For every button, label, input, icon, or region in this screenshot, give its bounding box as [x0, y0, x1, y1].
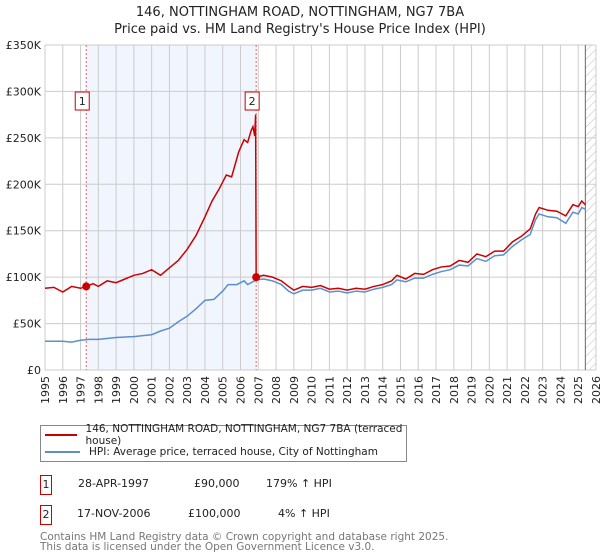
- y-tick-label: £300K: [6, 85, 42, 98]
- sale-label: 2: [249, 95, 256, 108]
- footer-line: Contains HM Land Registry data © Crown c…: [40, 531, 449, 543]
- legend-label: HPI: Average price, terraced house, City…: [89, 445, 378, 458]
- sale-price: £90,000: [194, 477, 240, 490]
- x-tick-label: 2021: [501, 376, 514, 404]
- ownership-shading: [86, 45, 257, 370]
- sale-price: £100,000: [188, 507, 241, 520]
- sale-hpi: 179% ↑ HPI: [266, 477, 332, 490]
- x-tick-label: 1995: [39, 376, 52, 404]
- footer-line: This data is licensed under the Open Gov…: [40, 541, 375, 553]
- title-line-2: Price paid vs. HM Land Registry's House …: [114, 22, 486, 37]
- x-tick-label: 2003: [181, 376, 194, 404]
- hpi-line: [45, 206, 586, 343]
- x-tick-label: 2013: [359, 376, 372, 404]
- x-tick-label: 2020: [483, 376, 496, 404]
- x-tick-label: 2010: [306, 376, 319, 404]
- x-tick-label: 2008: [270, 376, 283, 404]
- x-tick-label: 1997: [75, 376, 88, 404]
- property-price-line: [44, 114, 586, 293]
- y-tick-label: £50K: [13, 318, 42, 331]
- legend-item-property: 146, NOTTINGHAM ROAD, NOTTINGHAM, NG7 7B…: [41, 423, 406, 447]
- legend: 146, NOTTINGHAM ROAD, NOTTINGHAM, NG7 7B…: [40, 423, 407, 462]
- x-tick-label: 1998: [92, 376, 105, 404]
- x-tick-label: 2016: [412, 376, 425, 404]
- x-tick-label: 2005: [217, 376, 230, 404]
- x-tick-label: 2022: [519, 376, 532, 404]
- x-tick-label: 2014: [377, 376, 390, 404]
- sale-date: 17-NOV-2006: [77, 507, 151, 520]
- sale-label: 1: [79, 95, 86, 108]
- y-tick-label: £200K: [6, 178, 42, 191]
- chart-title: 146, NOTTINGHAM ROAD, NOTTINGHAM, NG7 7B…: [0, 4, 600, 38]
- x-tick-label: 2011: [323, 376, 336, 404]
- x-tick-label: 2012: [341, 376, 354, 404]
- y-tick-label: £0: [27, 364, 41, 377]
- y-tick-label: £100K: [6, 271, 42, 284]
- sale-row: 1 28-APR-1997 £90,000 179% ↑ HPI: [40, 475, 440, 495]
- sale-marker: [82, 282, 91, 291]
- y-tick-label: £250K: [6, 132, 42, 145]
- x-tick-label: 2002: [163, 376, 176, 404]
- x-tick-label: 2015: [394, 376, 407, 404]
- price-chart: 1995 1996 1997 1998 1999 2000 2001 2002 2003 2004…: [6, 39, 600, 404]
- x-tick-label: 2001: [146, 376, 159, 404]
- sale-row: 2 17-NOV-2006 £100,000 4% ↑ HPI: [40, 505, 440, 525]
- sale-badge: 1: [40, 475, 52, 495]
- forecast-hatch: [585, 45, 596, 370]
- legend-swatch-blue: [45, 450, 80, 453]
- x-tick-label: 2019: [466, 376, 479, 404]
- x-tick-label: 1996: [57, 376, 70, 404]
- x-tick-label: 2006: [235, 376, 248, 404]
- x-tick-label: 2026: [590, 376, 600, 404]
- sale-label-box: [244, 91, 260, 111]
- legend-item-hpi: HPI: Average price, terraced house, City…: [41, 443, 406, 460]
- sale-badge: 2: [40, 505, 52, 525]
- x-tick-label: 2000: [128, 376, 141, 404]
- x-tick-label: 2024: [554, 376, 567, 404]
- sale-hpi: 4% ↑ HPI: [278, 507, 330, 520]
- title-line-1: 146, NOTTINGHAM ROAD, NOTTINGHAM, NG7 7B…: [135, 5, 465, 20]
- sale-label-box: [74, 91, 90, 111]
- x-tick-label: 2007: [252, 376, 265, 404]
- footer: Contains HM Land Registry data © Crown c…: [40, 531, 449, 553]
- y-tick-label: £150K: [6, 225, 42, 238]
- x-tick-label: 1999: [110, 376, 123, 404]
- legend-label: 146, NOTTINGHAM ROAD, NOTTINGHAM, NG7 7B…: [85, 422, 403, 447]
- x-tick-label: 2004: [199, 376, 212, 404]
- legend-swatch-red: [45, 433, 77, 436]
- x-tick-label: 2025: [572, 376, 585, 404]
- x-tick-label: 2023: [537, 376, 550, 404]
- x-tick-label: 2018: [448, 376, 461, 404]
- x-tick-label: 2017: [430, 376, 443, 404]
- y-tick-label: £350K: [6, 39, 42, 52]
- x-tick-label: 2009: [288, 376, 301, 404]
- sale-date: 28-APR-1997: [78, 477, 150, 490]
- sale-marker: [252, 273, 261, 282]
